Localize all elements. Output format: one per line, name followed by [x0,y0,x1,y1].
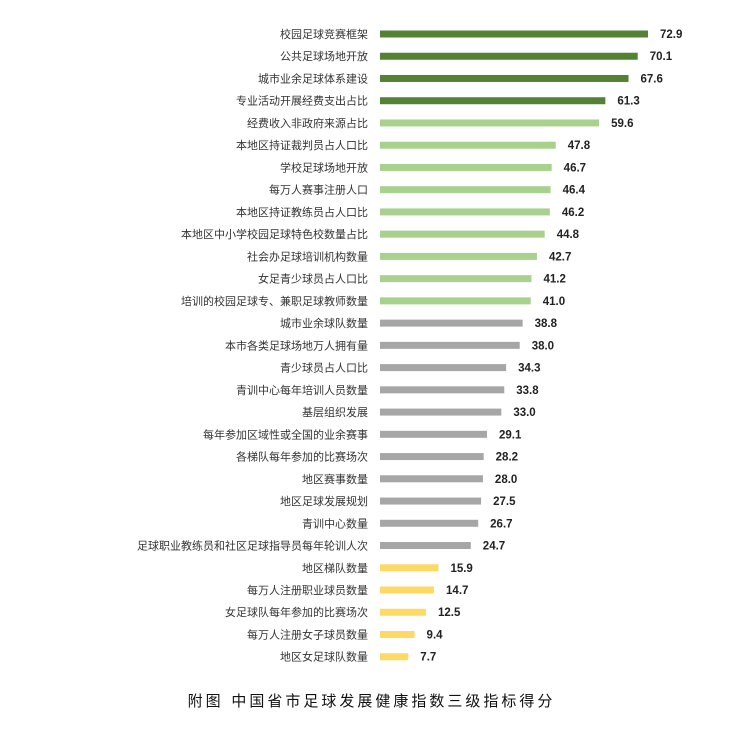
value-label: 28.2 [496,452,518,464]
value-label: 70.1 [650,51,673,63]
bar [380,364,507,372]
bar [380,453,484,461]
category-label: 城市业余足球体系建设 [258,71,368,85]
category-label: 学校足球场地开放 [280,160,368,174]
value-label: 33.0 [513,407,535,419]
category-label: 各梯队每年参加的比赛场次 [236,450,368,464]
category-label: 校园足球竞赛框架 [280,27,368,41]
value-label: 41.0 [543,296,565,308]
bar [380,586,435,594]
value-label: 46.4 [563,185,586,197]
category-label: 地区赛事数量 [302,472,368,486]
category-label: 地区女足球队数量 [280,650,368,664]
bar [380,297,531,305]
value-label: 9.4 [427,629,444,641]
bar [380,208,550,216]
bar [380,475,483,483]
category-label: 城市业余球队数量 [280,316,368,330]
value-label: 38.0 [532,340,554,352]
bar [380,630,415,638]
value-label: 29.1 [499,429,522,441]
bar [380,119,600,127]
value-label: 41.2 [543,274,565,286]
category-label: 每年参加区域性或全国的业余赛事 [203,427,368,441]
bar [380,519,479,527]
category-label: 社会办足球培训机构数量 [247,249,368,263]
category-label: 本地区持证教练员占人口比 [236,205,368,219]
category-label: 专业活动开展经费支出占比 [236,94,368,108]
bar [380,542,471,550]
value-label: 46.7 [564,162,586,174]
value-label: 59.6 [611,118,633,130]
value-label: 24.7 [483,541,505,553]
category-label: 女足青少球员占人口比 [258,272,368,286]
bar [380,30,648,38]
category-label: 每万人注册职业球员数量 [247,583,368,597]
category-label: 基层组织发展 [302,405,368,419]
bar [380,341,520,349]
bar [380,653,409,661]
value-label: 38.8 [535,318,558,330]
value-label: 26.7 [490,518,512,530]
category-label: 每万人赛事注册人口 [269,183,368,197]
category-label: 青训中心数量 [302,517,368,530]
value-label: 67.6 [641,73,663,85]
category-label: 足球职业教练员和社区足球指导员每年轮训人次 [137,539,368,553]
bar [380,408,502,416]
bar [380,163,552,171]
value-label: 33.8 [516,385,539,397]
category-label: 经费收入非政府来源占比 [247,116,368,130]
value-label: 61.3 [617,96,639,108]
value-label: 28.0 [495,474,517,486]
bar-chart: 校园足球竞赛框架 72.9 公共足球场地开放 70.1 城市业余足球体系建设 67.6 专业… [137,27,682,664]
value-label: 44.8 [557,229,580,241]
category-label: 地区足球发展规划 [280,494,368,508]
category-label: 本市各类足球场地万人拥有量 [225,338,368,352]
bar [380,230,545,238]
category-label: 培训的校园足球专、兼职足球教师数量 [181,294,368,308]
category-label: 本地区中小学校园足球特色校数量占比 [181,227,368,241]
bar [380,74,629,82]
chart-caption: 附图 中国省市足球发展健康指数三级指标得分 [187,692,556,710]
value-label: 42.7 [549,251,571,263]
value-label: 46.2 [562,207,584,219]
bar [380,186,551,194]
category-label: 地区梯队数量 [302,561,368,575]
category-label: 青少球员占人口比 [280,361,368,375]
bar [380,430,487,438]
bar [380,252,537,260]
category-label: 公共足球场地开放 [280,49,368,63]
category-label: 青训中心每年培训人员数量 [236,383,368,397]
category-label: 每万人注册女子球员数量 [247,627,368,641]
value-label: 47.8 [568,140,591,152]
value-label: 34.3 [518,363,540,375]
category-label: 女足球队每年参加的比赛场次 [225,605,368,619]
value-label: 7.7 [420,652,436,664]
value-label: 27.5 [493,496,516,508]
value-label: 12.5 [438,607,461,619]
bar [380,608,426,616]
bar [380,275,532,283]
value-label: 15.9 [450,563,472,575]
bar [380,497,482,505]
value-label: 14.7 [446,585,468,597]
bar [380,52,638,60]
bar [380,141,556,149]
bar [380,319,523,327]
bar [380,564,439,572]
bar [380,386,505,394]
category-label: 本地区持证裁判员占人口比 [236,138,368,152]
bar [380,97,606,105]
value-label: 72.9 [660,29,682,41]
